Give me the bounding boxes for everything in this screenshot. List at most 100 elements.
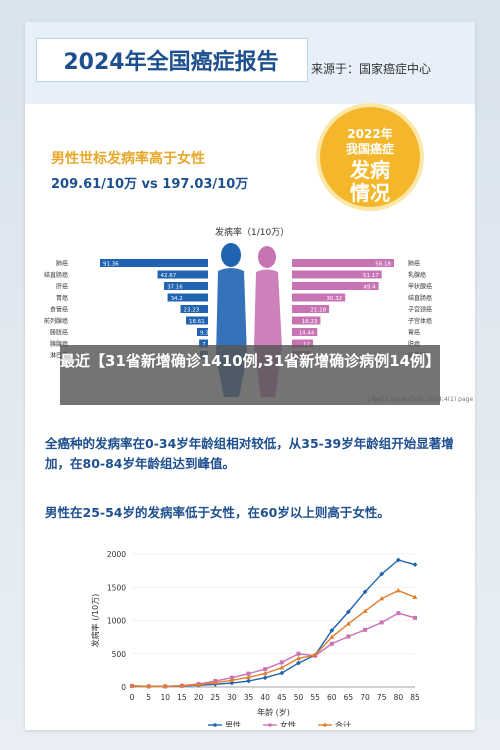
data-point: [129, 683, 135, 688]
male-bar: [100, 259, 208, 267]
data-point: [346, 621, 351, 626]
data-point: [196, 682, 201, 687]
y-tick-label: 500: [112, 650, 127, 659]
data-point: [146, 683, 152, 689]
data-point: [262, 675, 268, 681]
female-bar-value: 14.44: [299, 331, 315, 337]
finding-paragraph-2: 男性在25-54岁的发病率低于女性，在60岁以上则高于女性。: [45, 505, 390, 520]
x-tick-label: 5: [146, 693, 151, 702]
data-point: [246, 671, 251, 676]
badge-year: 2022年: [347, 127, 393, 141]
x-tick-label: 40: [260, 693, 270, 702]
x-tick-label: 60: [327, 693, 337, 702]
headline-stats: 209.61/10万 vs 197.03/10万: [51, 177, 249, 192]
legend-label: 合计: [335, 720, 351, 727]
data-point: [296, 660, 301, 666]
age-incidence-line-chart: 0 500 1000 1500 2000 0 5 10 15 20 25 30 35 40 45 50 55 60…: [90, 550, 420, 727]
data-point: [412, 594, 418, 600]
bar-chart-title: 发病率（1/10万）: [215, 228, 290, 238]
data-point: [212, 680, 218, 685]
x-tick-label: 70: [360, 693, 370, 702]
x-tick-label: 50: [294, 693, 304, 702]
x-tick-label: 35: [244, 693, 254, 702]
data-point: [296, 655, 301, 661]
female-bar: [292, 339, 314, 348]
male-category-label: 食管癌: [50, 306, 68, 314]
male-bar: [167, 293, 208, 302]
data-point: [362, 608, 368, 613]
data-point: [329, 641, 334, 646]
data-point: [346, 634, 351, 639]
male-bar-value: 42.67: [161, 273, 177, 279]
data-point: [312, 652, 318, 657]
male-category-label: 肝癌: [56, 283, 68, 291]
data-point: [229, 675, 234, 680]
male-category-label: 胰腺癌: [50, 340, 68, 348]
male-bar-value: 37.16: [167, 285, 183, 291]
x-tick-label: 75: [377, 693, 387, 702]
legend-label: 女性: [280, 720, 296, 727]
male-bar: [157, 270, 208, 279]
female-category-label: 结直肠癌: [408, 294, 432, 302]
female-category-label: 乳腺癌: [408, 271, 426, 279]
female-category-label: 肝癌: [408, 340, 420, 348]
male-bar: [199, 339, 208, 348]
report-header: 2024年全国癌症报告 来源于：国家癌症中心: [25, 22, 475, 104]
headline: 男性世标发病率高于女性: [51, 151, 205, 167]
data-point: [412, 562, 418, 568]
male-category-label: 淋巴瘤: [50, 352, 68, 360]
female-category-label: 子宫颈癌: [408, 306, 432, 314]
female-bar: [292, 282, 379, 290]
data-point: [162, 683, 168, 689]
data-point: [246, 678, 251, 684]
data-point: [395, 587, 401, 593]
x-tick-label: 65: [344, 693, 354, 702]
female-bar: [292, 305, 330, 313]
female-bar-value: 49.4: [363, 285, 376, 291]
series-line-2: [131, 589, 416, 688]
x-axis-label: 年龄 (岁): [257, 707, 290, 717]
male-category-label: 膀胱癌: [50, 329, 68, 337]
data-point: [296, 651, 301, 656]
data-point: [229, 677, 235, 683]
female-category-label: 甲状腺癌: [408, 283, 432, 291]
x-tick-label: 15: [177, 693, 187, 702]
news-overlay-text: 最近【31省新增确诊1410例,31省新增确诊病例14例】: [60, 352, 441, 370]
data-point: [379, 620, 384, 625]
data-point: [346, 609, 351, 615]
data-point: [362, 589, 368, 595]
female-bar: [292, 259, 394, 267]
x-tick-label: 30: [227, 693, 237, 702]
male-bar-value: 34.2: [171, 296, 183, 302]
badge-subtitle: 我国癌症: [345, 142, 394, 156]
y-tick-label: 1000: [107, 617, 126, 626]
female-figure-head: [258, 246, 276, 268]
finding-paragraph-1: 全癌种的发病率在0-34岁年龄组相对较低，从35-39岁年龄组开始显著增加，在8…: [45, 436, 454, 471]
data-point: [263, 667, 268, 672]
x-tick-label: 55: [310, 693, 320, 702]
legend-marker: [268, 723, 272, 727]
female-category-label: 肺癌: [408, 260, 420, 268]
data-point: [379, 571, 385, 577]
x-tick-label: 0: [130, 693, 135, 702]
news-overlay-banner: [60, 345, 440, 405]
data-point: [379, 595, 385, 601]
series-line-0: [131, 559, 416, 688]
data-point: [395, 557, 401, 563]
male-category-label: 前列腺癌: [44, 317, 68, 325]
male-bar-value: 91.36: [103, 262, 119, 268]
female-bar-value: 58.18: [375, 262, 391, 268]
y-tick-label: 0: [121, 683, 126, 692]
female-bar: [292, 270, 382, 279]
legend-marker: [213, 723, 217, 727]
data-point: [363, 627, 368, 632]
data-point: [329, 634, 335, 639]
x-tick-label: 80: [394, 693, 404, 702]
legend-label: 男性: [225, 720, 241, 727]
male-bar: [186, 316, 208, 325]
female-bar: [292, 316, 321, 325]
female-category-label: 子宫体癌: [408, 317, 432, 325]
x-tick-label: 45: [277, 693, 287, 702]
y-tick-label: 2000: [107, 550, 126, 559]
data-point: [396, 611, 401, 616]
